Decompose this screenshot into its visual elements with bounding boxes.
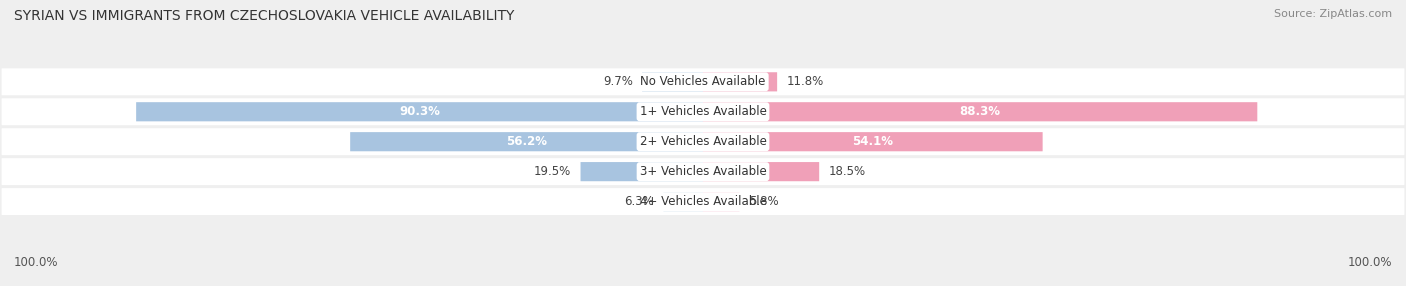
Text: SYRIAN VS IMMIGRANTS FROM CZECHOSLOVAKIA VEHICLE AVAILABILITY: SYRIAN VS IMMIGRANTS FROM CZECHOSLOVAKIA… — [14, 9, 515, 23]
Text: 90.3%: 90.3% — [399, 105, 440, 118]
Text: 88.3%: 88.3% — [960, 105, 1001, 118]
FancyBboxPatch shape — [1, 158, 1405, 185]
FancyBboxPatch shape — [664, 192, 703, 211]
Text: 11.8%: 11.8% — [786, 75, 824, 88]
FancyBboxPatch shape — [1, 128, 1405, 155]
FancyBboxPatch shape — [703, 102, 1257, 121]
Text: 6.3%: 6.3% — [624, 195, 654, 208]
FancyBboxPatch shape — [581, 162, 703, 181]
Text: Source: ZipAtlas.com: Source: ZipAtlas.com — [1274, 9, 1392, 19]
Text: 1+ Vehicles Available: 1+ Vehicles Available — [640, 105, 766, 118]
Text: 4+ Vehicles Available: 4+ Vehicles Available — [640, 195, 766, 208]
FancyBboxPatch shape — [1, 188, 1405, 215]
Text: 9.7%: 9.7% — [603, 75, 633, 88]
Text: 3+ Vehicles Available: 3+ Vehicles Available — [640, 165, 766, 178]
Text: 54.1%: 54.1% — [852, 135, 893, 148]
FancyBboxPatch shape — [1, 68, 1405, 95]
Text: 100.0%: 100.0% — [1347, 256, 1392, 269]
FancyBboxPatch shape — [703, 162, 820, 181]
FancyBboxPatch shape — [643, 72, 703, 92]
Text: No Vehicles Available: No Vehicles Available — [640, 75, 766, 88]
FancyBboxPatch shape — [703, 132, 1043, 151]
Text: 5.8%: 5.8% — [749, 195, 779, 208]
FancyBboxPatch shape — [350, 132, 703, 151]
Text: 18.5%: 18.5% — [828, 165, 866, 178]
FancyBboxPatch shape — [703, 192, 740, 211]
FancyBboxPatch shape — [136, 102, 703, 121]
Text: 2+ Vehicles Available: 2+ Vehicles Available — [640, 135, 766, 148]
FancyBboxPatch shape — [1, 98, 1405, 125]
FancyBboxPatch shape — [703, 72, 778, 92]
Text: 19.5%: 19.5% — [534, 165, 571, 178]
Text: 56.2%: 56.2% — [506, 135, 547, 148]
Text: 100.0%: 100.0% — [14, 256, 59, 269]
